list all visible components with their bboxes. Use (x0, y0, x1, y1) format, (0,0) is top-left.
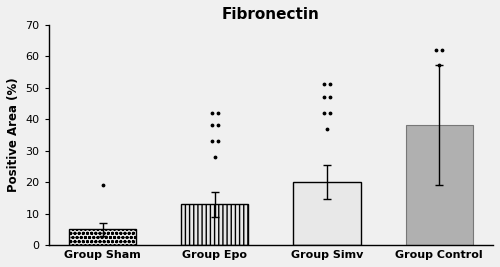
Title: Fibronectin: Fibronectin (222, 7, 320, 22)
Y-axis label: Positive Area (%): Positive Area (%) (7, 77, 20, 192)
Bar (69, 229, 136, 245)
Bar (406, 125, 473, 245)
Bar (181, 204, 248, 245)
Bar (294, 182, 360, 245)
